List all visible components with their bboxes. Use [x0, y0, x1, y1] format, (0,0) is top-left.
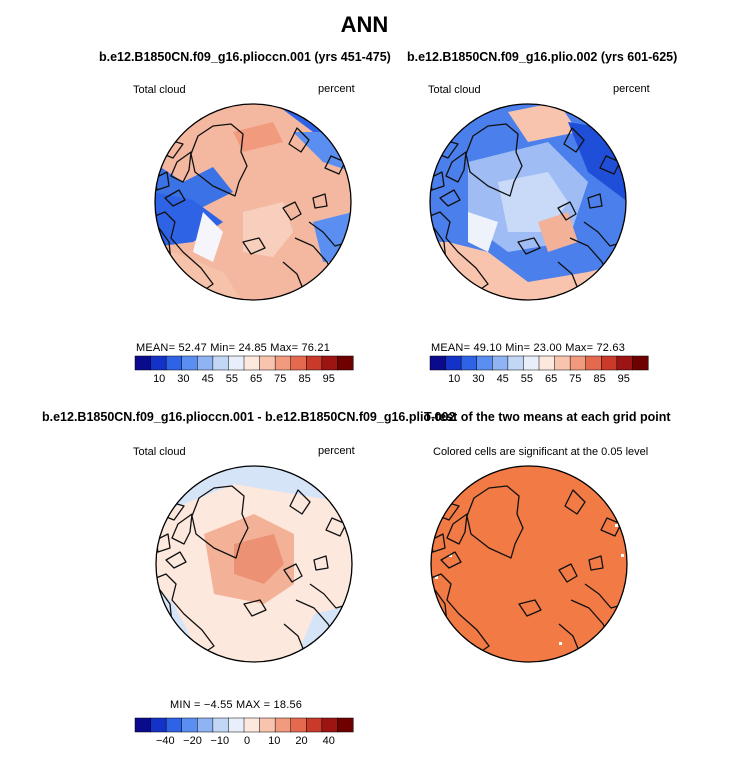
colorbar-swatch: [134, 717, 152, 733]
colorbar-swatch: [274, 717, 292, 733]
colorbar-swatch: [181, 717, 198, 733]
colorbar-tick-label: 45: [202, 373, 214, 385]
colorbar-tick-label: 85: [298, 373, 310, 385]
colorbar-swatch: [337, 355, 354, 371]
colorbar-tick-label: 75: [569, 373, 581, 385]
colorbar-swatch: [445, 355, 462, 371]
colorbar-swatch: [290, 355, 307, 371]
colorbar-tick-label: 55: [226, 373, 238, 385]
colorbar-swatch: [616, 355, 633, 371]
colorbar-tick-label: 65: [545, 373, 557, 385]
colorbar-tick-label: 10: [448, 373, 460, 385]
panel3-left-label: Total cloud: [133, 446, 186, 458]
colorbar-tick-label: −10: [210, 735, 229, 747]
panel3-title: b.e12.B1850CN.f09_g16.plioccn.001 - b.e1…: [42, 410, 456, 424]
colorbar-swatch: [569, 355, 587, 371]
colorbar-swatch: [212, 717, 229, 733]
colorbar-swatch: [337, 717, 354, 733]
colorbar-tick-label: 40: [323, 735, 335, 747]
colorbar-swatch: [523, 355, 540, 371]
colorbar-swatch: [476, 355, 493, 371]
colorbar-tick-label: 85: [593, 373, 605, 385]
figure-title: ANN: [340, 12, 389, 37]
colorbar-tick-label: 65: [250, 373, 262, 385]
panel2-polar-map: [429, 103, 627, 301]
colorbar-tick-label: 95: [618, 373, 630, 385]
colorbar-swatch: [632, 355, 649, 371]
panel4-polar-map: [430, 465, 628, 663]
panel3-stats: MIN = −4.55 MAX = 18.56: [170, 699, 303, 711]
colorbar-swatch: [321, 355, 338, 371]
colorbar-swatch: [243, 717, 261, 733]
colorbar-swatch: [165, 717, 183, 733]
colorbar-swatch: [228, 355, 245, 371]
colorbar-tick-label: −20: [183, 735, 202, 747]
colorbar-swatch: [554, 355, 571, 371]
colorbar-swatch: [460, 355, 478, 371]
colorbar-swatch: [150, 717, 167, 733]
colorbar-swatch: [165, 355, 183, 371]
colorbar-tick-label: 55: [521, 373, 533, 385]
colorbar-swatch: [274, 355, 292, 371]
colorbar-tick-label: 30: [472, 373, 484, 385]
panel3-units: percent: [318, 445, 355, 457]
panel2-colorbar: 10 30 45 55 65 75 85 95: [429, 355, 649, 385]
panel4-title: T-test of the two means at each grid poi…: [424, 410, 671, 424]
panel1-colorbar: 10 30 45 55 65 75 85 95: [134, 355, 354, 385]
colorbar-tick-label: 0: [244, 735, 250, 747]
colorbar-swatch: [243, 355, 261, 371]
colorbar-swatch: [212, 355, 229, 371]
colorbar-swatch: [259, 717, 276, 733]
colorbar-tick-label: 10: [268, 735, 280, 747]
colorbar-swatch: [197, 355, 214, 371]
panel1-left-label: Total cloud: [133, 84, 186, 96]
panel2-stats: MEAN= 49.10 Min= 23.00 Max= 72.63: [431, 342, 626, 354]
colorbar-tick-label: 20: [295, 735, 307, 747]
colorbar-swatch: [197, 717, 214, 733]
colorbar-tick-label: −40: [156, 735, 175, 747]
colorbar-swatch: [429, 355, 447, 371]
colorbar-tick-label: 45: [497, 373, 509, 385]
colorbar-swatch: [181, 355, 198, 371]
panel1-polar-map: [154, 103, 352, 301]
colorbar-swatch: [306, 717, 323, 733]
colorbar-swatch: [507, 355, 524, 371]
colorbar-tick-label: 75: [274, 373, 286, 385]
colorbar-swatch: [585, 355, 602, 371]
panel2-units: percent: [613, 83, 650, 95]
colorbar-swatch: [492, 355, 509, 371]
colorbar-tick-label: 30: [177, 373, 189, 385]
colorbar-swatch: [538, 355, 556, 371]
panel3-colorbar: −40 −20 −10 0 10 20 40: [134, 717, 354, 747]
colorbar-swatch: [290, 717, 307, 733]
panel2-title: b.e12.B1850CN.f09_g16.plio.002 (yrs 601-…: [407, 50, 678, 64]
panel1-title: b.e12.B1850CN.f09_g16.plioccn.001 (yrs 4…: [99, 50, 391, 64]
colorbar-swatch: [259, 355, 276, 371]
colorbar-swatch: [306, 355, 323, 371]
colorbar-swatch: [228, 717, 245, 733]
colorbar-tick-label: 95: [323, 373, 335, 385]
panel3-polar-map: [155, 465, 353, 663]
colorbar-swatch: [321, 717, 338, 733]
panel4-subtitle: Colored cells are significant at the 0.0…: [433, 446, 649, 458]
colorbar-tick-label: 10: [153, 373, 165, 385]
panel2-left-label: Total cloud: [428, 84, 481, 96]
panel1-units: percent: [318, 83, 355, 95]
colorbar-swatch: [134, 355, 152, 371]
colorbar-swatch: [601, 355, 618, 371]
colorbar-swatch: [150, 355, 167, 371]
panel1-stats: MEAN= 52.47 Min= 24.85 Max= 76.21: [136, 342, 331, 354]
